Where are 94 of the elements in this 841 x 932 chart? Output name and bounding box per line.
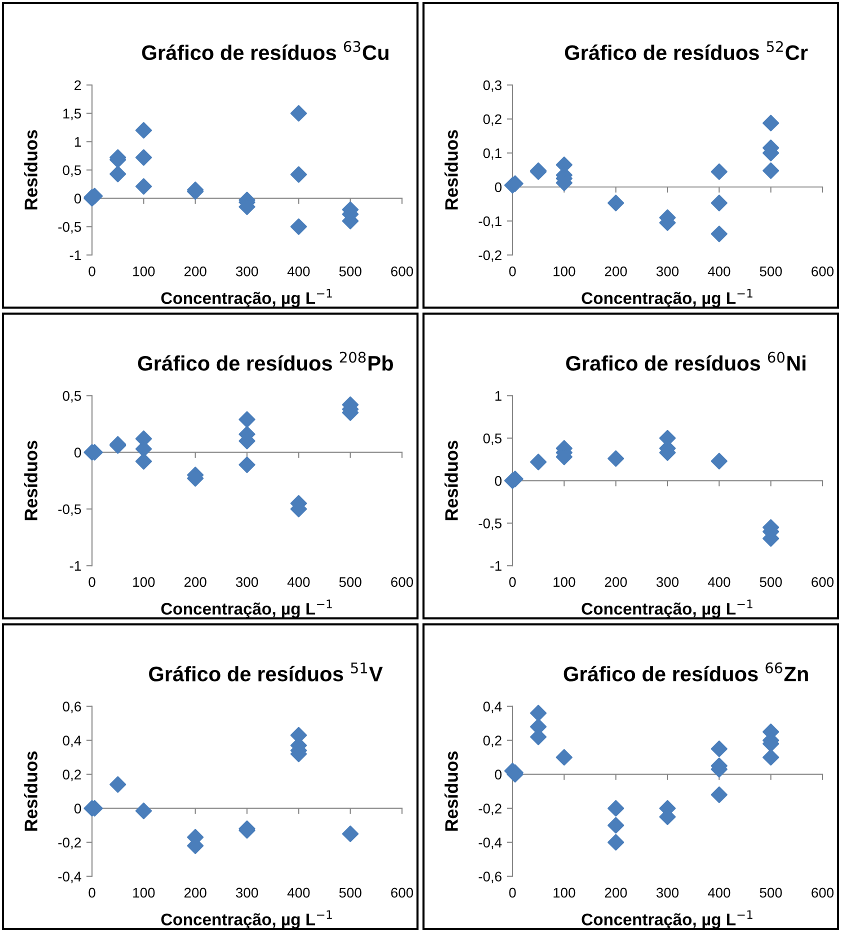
y-tick-label: -0,1 bbox=[478, 216, 502, 228]
x-tick-label: 300 bbox=[236, 577, 258, 587]
chart-title: Gráfico de resíduos $^{66}$Zn bbox=[564, 662, 808, 682]
x-tick-label: 300 bbox=[656, 266, 679, 276]
y-axis-title: Resíduos bbox=[444, 130, 458, 210]
y-tick-label: 0,5 bbox=[62, 165, 82, 177]
y-tick-label: -0,4 bbox=[478, 838, 502, 850]
y-tick-label: 0 bbox=[74, 448, 82, 458]
x-tick-label: 200 bbox=[184, 266, 206, 276]
y-tick-label: 0,1 bbox=[483, 148, 502, 160]
x-tick-label: 0 bbox=[88, 888, 96, 898]
y-tick-label: 2 bbox=[74, 80, 81, 90]
chart-title: Grafico de resíduos $^{60}$Ni bbox=[566, 352, 806, 371]
x-axis-title: Concentração, µg L$^{−1}$ bbox=[582, 289, 752, 308]
x-tick-label: 100 bbox=[133, 577, 155, 587]
x-axis-title: Concentração, µg L$^{−1}$ bbox=[161, 289, 332, 308]
y-tick-label: 1,5 bbox=[63, 108, 82, 120]
x-tick-label: 600 bbox=[812, 577, 834, 587]
x-tick-label: 200 bbox=[604, 266, 627, 276]
chart-title: Gráfico de resíduos $^{63}$Cu bbox=[142, 41, 388, 60]
x-tick-label: 600 bbox=[391, 577, 414, 587]
y-tick-label: 0 bbox=[494, 770, 502, 780]
x-tick-label: 0 bbox=[509, 577, 516, 587]
x-tick-label: 500 bbox=[760, 266, 782, 276]
x-axis-title: Concentração, µg L$^{−1}$ bbox=[161, 910, 332, 929]
y-tick-label: 0,2 bbox=[483, 114, 502, 126]
x-tick-label: 400 bbox=[708, 266, 730, 276]
x-tick-label: 200 bbox=[604, 888, 627, 898]
x-tick-label: 200 bbox=[184, 888, 206, 898]
y-tick-label: 0,2 bbox=[483, 736, 502, 748]
x-tick-label: 600 bbox=[812, 266, 834, 276]
y-tick-label: 0 bbox=[494, 182, 502, 192]
x-tick-label: 400 bbox=[708, 888, 730, 898]
chart-title: Gráfico de resíduos $^{52}$Cr bbox=[564, 41, 808, 60]
x-tick-label: 300 bbox=[656, 888, 679, 898]
y-tick-label: -0,4 bbox=[58, 872, 82, 884]
x-tick-label: 100 bbox=[133, 266, 155, 276]
y-tick-label: -0,2 bbox=[478, 250, 502, 262]
y-tick-label: 0 bbox=[74, 194, 82, 204]
y-tick-label: -0,5 bbox=[58, 504, 82, 516]
y-axis-title: Resíduos bbox=[24, 751, 38, 831]
x-tick-label: 500 bbox=[339, 577, 362, 587]
y-axis-title: Resíduos bbox=[444, 440, 458, 520]
x-tick-label: 400 bbox=[708, 577, 730, 587]
x-axis-title: Concentração, µg L$^{−1}$ bbox=[582, 910, 752, 929]
x-tick-label: 300 bbox=[236, 266, 258, 276]
y-tick-label: 0,5 bbox=[62, 391, 82, 402]
x-tick-label: 0 bbox=[88, 266, 96, 276]
y-tick-label: -0,5 bbox=[478, 518, 502, 530]
x-tick-label: 500 bbox=[339, 888, 362, 898]
y-tick-label: -1 bbox=[490, 561, 502, 571]
chart-title: Gráfico de resíduos $^{208}$Pb bbox=[138, 352, 393, 371]
x-tick-label: 100 bbox=[554, 888, 576, 898]
y-tick-label: -0,6 bbox=[478, 872, 502, 884]
x-tick-label: 300 bbox=[656, 577, 679, 587]
x-axis-title: Concentração, µg L$^{−1}$ bbox=[582, 600, 752, 618]
x-tick-label: 400 bbox=[287, 577, 310, 587]
y-tick-label: 0 bbox=[494, 476, 502, 486]
y-axis-title: Resíduos bbox=[444, 751, 458, 831]
x-tick-label: 600 bbox=[812, 888, 834, 898]
x-tick-label: 100 bbox=[133, 888, 155, 898]
x-tick-label: 0 bbox=[509, 266, 516, 276]
x-tick-label: 400 bbox=[287, 266, 310, 276]
y-tick-label: 0,4 bbox=[62, 736, 82, 748]
chart-title: Gráfico de resíduos $^{51}$V bbox=[149, 662, 383, 682]
x-tick-label: 500 bbox=[339, 266, 362, 276]
y-tick-label: 0,2 bbox=[62, 770, 81, 782]
x-tick-label: 100 bbox=[554, 577, 576, 587]
y-tick-label: -0,2 bbox=[478, 804, 502, 816]
y-tick-label: 1 bbox=[495, 391, 502, 401]
x-tick-label: 100 bbox=[554, 266, 576, 276]
x-axis-title: Concentração, µg L$^{−1}$ bbox=[161, 600, 332, 618]
y-tick-label: 0,4 bbox=[483, 702, 502, 714]
x-tick-label: 200 bbox=[184, 577, 206, 587]
y-tick-label: -0,2 bbox=[58, 838, 81, 850]
y-axis-title: Resíduos bbox=[24, 440, 38, 520]
y-tick-label: 0 bbox=[74, 804, 82, 814]
x-tick-label: 0 bbox=[509, 888, 516, 898]
x-tick-label: 0 bbox=[88, 577, 96, 587]
x-tick-label: 500 bbox=[760, 888, 782, 898]
y-tick-label: -0,5 bbox=[58, 222, 82, 234]
y-tick-label: 1 bbox=[74, 137, 81, 147]
y-tick-label: -1 bbox=[70, 250, 81, 260]
x-tick-label: 500 bbox=[760, 577, 782, 587]
y-tick-label: 0,5 bbox=[483, 434, 502, 445]
x-tick-label: 400 bbox=[287, 888, 310, 898]
x-tick-label: 600 bbox=[391, 266, 414, 276]
y-tick-label: 0,3 bbox=[483, 80, 502, 92]
x-tick-label: 200 bbox=[604, 577, 627, 587]
y-tick-label: -1 bbox=[70, 561, 81, 571]
y-axis-title: Resíduos bbox=[24, 130, 38, 210]
x-tick-label: 600 bbox=[391, 888, 414, 898]
y-tick-label: 0,6 bbox=[62, 702, 81, 714]
x-tick-label: 300 bbox=[236, 888, 258, 898]
